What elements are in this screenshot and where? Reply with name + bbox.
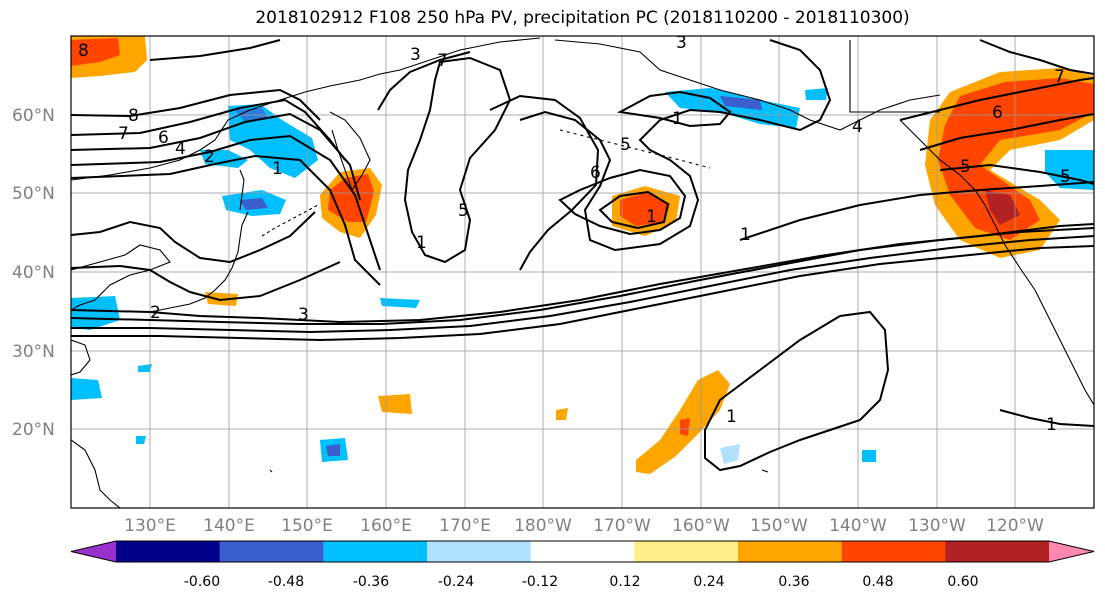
svg-text:120°W: 120°W — [986, 516, 1044, 536]
gridlines — [71, 36, 1094, 508]
svg-text:4: 4 — [175, 139, 186, 159]
svg-text:1: 1 — [272, 159, 283, 179]
svg-text:-0.12: -0.12 — [522, 574, 558, 590]
colorbar-segment — [116, 541, 221, 562]
svg-text:40°N: 40°N — [12, 263, 55, 283]
svg-text:6: 6 — [992, 103, 1003, 123]
svg-text:3: 3 — [410, 45, 421, 65]
svg-text:2: 2 — [150, 303, 161, 323]
svg-text:5: 5 — [620, 135, 631, 155]
svg-text:0.60: 0.60 — [947, 574, 978, 590]
colorbar-segment — [738, 541, 843, 562]
svg-text:-0.48: -0.48 — [268, 574, 304, 590]
svg-text:0.48: 0.48 — [862, 574, 893, 590]
svg-text:30°N: 30°N — [12, 342, 55, 362]
colorbar-segment — [530, 541, 635, 562]
svg-text:8: 8 — [78, 41, 89, 61]
svg-text:150°E: 150°E — [281, 516, 333, 536]
svg-text:0.12: 0.12 — [609, 574, 640, 590]
svg-text:4: 4 — [852, 117, 863, 137]
svg-text:1: 1 — [646, 207, 657, 227]
svg-text:2: 2 — [204, 147, 215, 167]
svg-text:1: 1 — [1046, 415, 1057, 435]
svg-text:130°E: 130°E — [124, 516, 176, 536]
colorbar-segment — [945, 541, 1050, 562]
svg-text:3: 3 — [298, 305, 309, 325]
colorbar-segment — [323, 541, 428, 562]
svg-text:180°W: 180°W — [514, 516, 572, 536]
svg-text:160°W: 160°W — [672, 516, 730, 536]
svg-text:140°W: 140°W — [829, 516, 887, 536]
map-title: 2018102912 F108 250 hPa PV, precipitatio… — [255, 8, 910, 28]
svg-text:60°N: 60°N — [12, 106, 55, 126]
pv-contours — [71, 39, 1094, 472]
colorbar-arrow-high — [1049, 541, 1094, 562]
svg-text:130°W: 130°W — [908, 516, 966, 536]
svg-text:8: 8 — [128, 106, 139, 126]
svg-text:6: 6 — [590, 163, 601, 183]
svg-text:20°N: 20°N — [12, 420, 55, 440]
svg-text:1: 1 — [726, 407, 737, 427]
colorbar-segment — [841, 541, 946, 562]
svg-text:1: 1 — [672, 109, 683, 129]
latitude-labels: 60°N 50°N 40°N 30°N 20°N — [12, 106, 55, 440]
colorbar-segment — [427, 541, 532, 562]
colorbar-arrow-low — [71, 541, 116, 562]
svg-text:5: 5 — [1060, 167, 1071, 187]
colorbar-tick-labels: -0.60 -0.48 -0.36 -0.24 -0.12 0.12 0.24 … — [184, 574, 979, 590]
svg-text:160°E: 160°E — [360, 516, 412, 536]
svg-text:170°E: 170°E — [439, 516, 491, 536]
longitude-labels: 130°E 140°E 150°E 160°E 170°E 180°W 170°… — [124, 516, 1044, 536]
svg-text:7: 7 — [437, 51, 448, 71]
plot-frame — [70, 35, 1095, 509]
colorbar — [70, 540, 1095, 563]
svg-text:1: 1 — [740, 225, 751, 245]
svg-text:5: 5 — [458, 201, 469, 221]
svg-text:3: 3 — [676, 33, 687, 53]
svg-text:7: 7 — [118, 124, 129, 144]
svg-text:1: 1 — [416, 233, 427, 253]
svg-text:140°E: 140°E — [203, 516, 255, 536]
svg-text:-0.60: -0.60 — [184, 574, 220, 590]
svg-text:150°W: 150°W — [750, 516, 808, 536]
svg-text:170°W: 170°W — [593, 516, 651, 536]
svg-text:50°N: 50°N — [12, 184, 55, 204]
svg-text:-0.24: -0.24 — [438, 574, 474, 590]
svg-text:0.24: 0.24 — [693, 574, 724, 590]
svg-text:6: 6 — [158, 128, 169, 148]
colorbar-segment — [634, 541, 739, 562]
svg-text:7: 7 — [1054, 67, 1065, 87]
svg-text:0.36: 0.36 — [778, 574, 809, 590]
colorbar-outline — [70, 540, 1095, 563]
colorbar-segment — [219, 541, 324, 562]
contour-labels: 8 7 6 4 2 1 8 7 3 3 5 6 1 5 1 1 3 2 1 7 … — [78, 33, 1071, 435]
svg-text:5: 5 — [960, 157, 971, 177]
precip-patch-blue-aleutian — [665, 88, 800, 128]
svg-text:-0.36: -0.36 — [353, 574, 389, 590]
